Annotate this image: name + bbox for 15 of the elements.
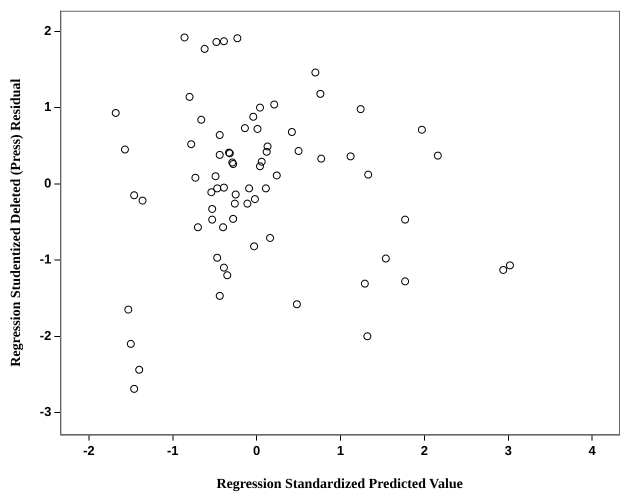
y-tick-label: 1 — [44, 99, 52, 114]
x-tick-label: 1 — [336, 442, 344, 458]
y-axis-title: Regression Studentized Deleted (Press) Residual — [9, 78, 24, 367]
y-tick-label: -2 — [40, 328, 52, 343]
x-tick-label: -2 — [83, 442, 95, 458]
x-tick-label: 2 — [420, 442, 428, 458]
y-tick-label: 2 — [44, 22, 52, 38]
y-tick-label: -1 — [40, 252, 52, 267]
y-tick-label: 0 — [44, 175, 52, 190]
x-tick-label: 0 — [253, 442, 260, 458]
y-tick-label: -3 — [40, 404, 52, 420]
x-tick-label: 3 — [504, 442, 512, 458]
x-axis-title: Regression Standardized Predicted Value — [216, 477, 463, 492]
x-tick-label: 4 — [588, 442, 597, 458]
x-tick-label: -1 — [166, 442, 179, 458]
